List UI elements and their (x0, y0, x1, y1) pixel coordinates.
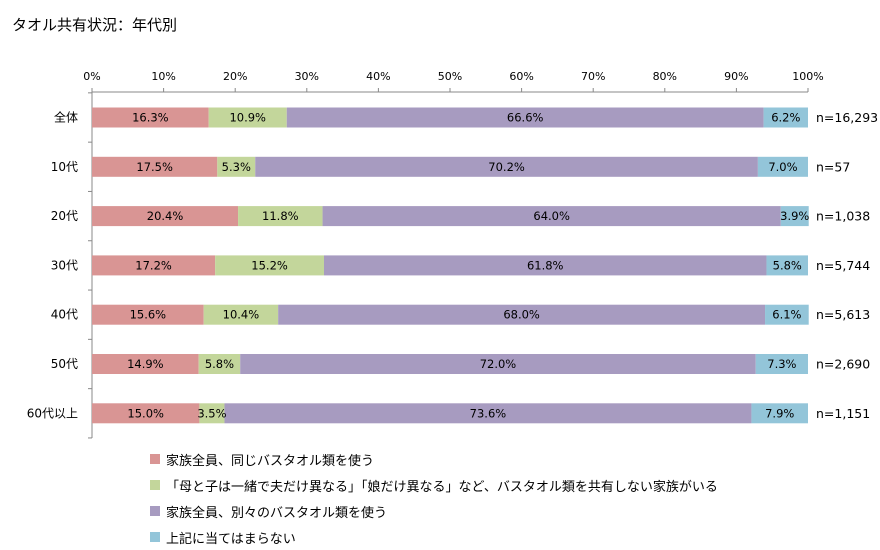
data-label: 72.0% (480, 357, 517, 371)
data-label: 3.5% (197, 406, 226, 420)
data-label: 7.0% (768, 160, 797, 174)
bar-segment (208, 107, 287, 128)
x-tick-label: 20% (223, 70, 247, 83)
sample-size-label: n=57 (816, 159, 850, 174)
legend-label: 「母と子は一緒で夫だけ異なる」「娘だけ異なる」など、バスタオル類を共有しない家族… (166, 479, 718, 495)
bar-segment (751, 403, 808, 424)
bar-segment (199, 403, 225, 424)
data-label: 15.2% (251, 258, 288, 272)
bar-segment (198, 354, 241, 374)
x-tick-label: 30% (295, 70, 319, 83)
data-label: 6.1% (772, 308, 801, 322)
bar-segment (92, 206, 239, 227)
legend-swatch (150, 532, 160, 542)
legend-swatch (150, 506, 160, 516)
x-tick-label: 90% (724, 70, 748, 83)
x-tick-label: 40% (366, 70, 390, 83)
bar-segment (286, 107, 764, 128)
bar-segment (323, 255, 767, 276)
data-label: 7.3% (767, 357, 796, 371)
data-label: 15.0% (127, 406, 164, 420)
x-tick-label: 60% (509, 70, 533, 83)
x-tick-label: 50% (438, 70, 462, 83)
data-label: 5.8% (773, 258, 802, 272)
data-label: 61.8% (527, 258, 564, 272)
sample-size-label: n=16,293 (816, 110, 878, 125)
bar-segment (765, 304, 809, 325)
category-label: 全体 (54, 110, 78, 125)
legend-swatch (150, 454, 160, 464)
data-label: 15.6% (130, 308, 167, 322)
sample-size-label: n=1,038 (816, 209, 870, 224)
chart-title: タオル共有状況：年代別 (12, 16, 178, 34)
data-label: 20.4% (147, 209, 184, 223)
legend-swatch (150, 480, 160, 490)
bar-segment (240, 354, 756, 374)
legend-item: 家族全員、別々のバスタオル類を使う (150, 498, 718, 524)
bar-segment (92, 403, 200, 424)
legend-label: 家族全員、同じバスタオル類を使う (166, 453, 375, 469)
bar-segment (217, 156, 256, 177)
stacked-bar-chart: 0% 10% 20% 30% 40% 50% 60% 70% 80% 90% 100% 全体 16.3… (27, 70, 878, 439)
sample-size-label: n=2,690 (816, 357, 870, 372)
legend-item: 上記に当てはまらない (150, 524, 718, 550)
bar-segment (215, 255, 324, 276)
chart-labels: 全体 16.3% 10.9% 66.6% 6.2% n=16,293 10代 17.5% 5.3… (27, 110, 878, 421)
x-tick-label: 80% (653, 70, 677, 83)
data-label: 17.2% (135, 258, 172, 272)
bar-segment (238, 206, 323, 227)
bar-segment (755, 354, 808, 374)
x-tick-label: 0% (83, 70, 100, 83)
sample-size-label: n=5,613 (816, 307, 870, 322)
bar-segment (92, 156, 218, 177)
bar-segment (92, 354, 199, 374)
data-label: 68.0% (503, 308, 540, 322)
data-label: 7.9% (765, 406, 794, 420)
category-label: 30代 (51, 258, 78, 272)
x-tick-label: 10% (151, 70, 175, 83)
bar-segment (255, 156, 758, 177)
bar-segment (322, 206, 781, 227)
sample-size-label: n=5,744 (816, 258, 870, 273)
x-tick-label: 70% (581, 70, 605, 83)
category-label: 20代 (51, 209, 78, 223)
bar-segment (92, 304, 204, 325)
bar-segment (763, 107, 808, 128)
data-label: 17.5% (136, 160, 173, 174)
x-tick-label: 100% (792, 70, 823, 83)
category-label: 10代 (51, 160, 78, 174)
bar-segment (224, 403, 752, 424)
bar-segment (92, 107, 209, 128)
data-label: 16.3% (132, 111, 169, 125)
data-label: 73.6% (470, 406, 507, 420)
category-label: 50代 (51, 357, 78, 371)
data-label: 5.3% (222, 160, 251, 174)
legend-label: 上記に当てはまらない (166, 531, 296, 547)
bar-segment (780, 206, 809, 227)
data-label: 6.2% (771, 111, 800, 125)
category-label: 60代以上 (27, 406, 78, 420)
data-label: 11.8% (262, 209, 299, 223)
category-label: 40代 (51, 308, 78, 322)
bar-segment (92, 255, 216, 276)
bar-segment (766, 255, 808, 276)
chart-axes: 0% 10% 20% 30% 40% 50% 60% 70% 80% 90% 100% (83, 70, 824, 439)
bar-segment (278, 304, 766, 325)
data-label: 5.8% (205, 357, 234, 371)
legend-label: 家族全員、別々のバスタオル類を使う (166, 505, 388, 521)
sample-size-label: n=1,151 (816, 406, 870, 421)
chart-bars (92, 107, 809, 424)
bar-segment (757, 156, 808, 177)
legend-item: 「母と子は一緒で夫だけ異なる」「娘だけ異なる」など、バスタオル類を共有しない家族… (150, 472, 718, 498)
chart-legend: 家族全員、同じバスタオル類を使う「母と子は一緒で夫だけ異なる」「娘だけ異なる」な… (150, 446, 718, 550)
data-label: 3.9% (780, 209, 809, 223)
data-label: 64.0% (533, 209, 570, 223)
data-label: 66.6% (507, 111, 544, 125)
data-label: 14.9% (127, 357, 164, 371)
data-label: 10.9% (229, 111, 266, 125)
data-label: 70.2% (488, 160, 525, 174)
bar-segment (203, 304, 279, 325)
legend-item: 家族全員、同じバスタオル類を使う (150, 446, 718, 472)
data-label: 10.4% (223, 308, 260, 322)
